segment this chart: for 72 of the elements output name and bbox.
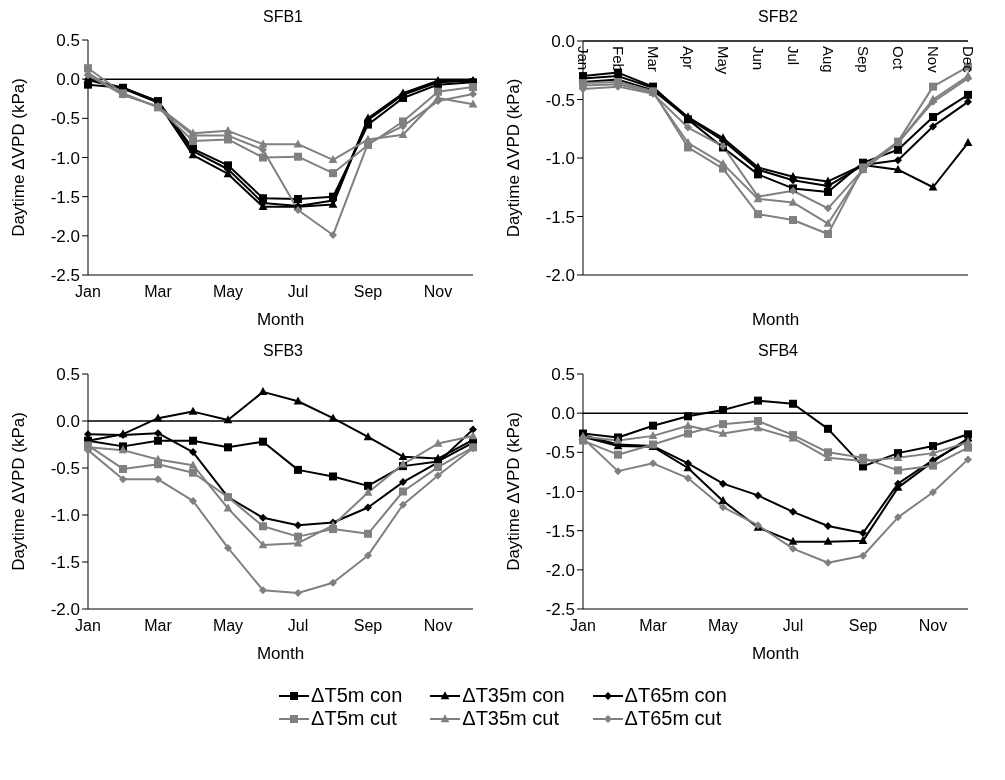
y-tick-label: 0.0 bbox=[56, 70, 80, 90]
y-tick-label: -2.5 bbox=[545, 600, 575, 620]
x-tick-label: Sep bbox=[854, 46, 872, 73]
y-axis-title: Daytime ΔVPD (kPa) bbox=[9, 78, 29, 237]
x-axis-title: Month bbox=[751, 644, 800, 663]
y-tick-label: -1.0 bbox=[50, 148, 80, 168]
x-tick-label: Mar bbox=[144, 617, 173, 634]
x-tick-label: May bbox=[707, 617, 739, 634]
y-tick-label: -0.5 bbox=[50, 109, 80, 129]
x-tick-label: Mar bbox=[639, 617, 668, 634]
y-tick-label: -1.0 bbox=[50, 506, 80, 526]
x-tick-label: Jan bbox=[574, 46, 592, 71]
y-tick-label: -1.0 bbox=[545, 149, 575, 169]
y-tick-label: -1.5 bbox=[545, 521, 575, 541]
x-tick-label: Nov bbox=[423, 617, 453, 634]
x-tick-label: Nov bbox=[918, 617, 948, 634]
y-axis-title: Daytime ΔVPD (kPa) bbox=[9, 412, 29, 571]
x-tick-label: Dec bbox=[959, 46, 977, 74]
x-tick-label: Jan bbox=[570, 617, 596, 634]
y-tick-label: -1.5 bbox=[50, 187, 80, 207]
y-axis-title: Daytime ΔVPD (kPa) bbox=[504, 412, 524, 571]
y-tick-label: -0.5 bbox=[545, 443, 575, 463]
x-tick-label: Jul bbox=[784, 46, 802, 66]
x-tick-label: Jul bbox=[287, 617, 309, 634]
legend-label: ΔT5m con bbox=[311, 684, 403, 707]
y-tick-label: 0.0 bbox=[56, 412, 80, 432]
x-tick-label: May bbox=[212, 617, 244, 634]
x-tick-label: Oct bbox=[889, 46, 907, 71]
x-tick-label: Mar bbox=[144, 283, 173, 300]
x-axis-title: Month bbox=[256, 644, 305, 663]
x-tick-label: Sep bbox=[848, 617, 878, 634]
legend-label: ΔT35m cut bbox=[462, 707, 559, 730]
x-tick-label: Mar bbox=[644, 46, 662, 72]
legend-label: ΔT65m con bbox=[624, 684, 727, 707]
y-tick-label: 0.5 bbox=[551, 365, 575, 385]
x-tick-label: Jun bbox=[749, 46, 767, 71]
x-tick-label: Jan bbox=[75, 617, 101, 634]
x-tick-label: Apr bbox=[679, 46, 697, 70]
chart-title: SFB3 bbox=[262, 342, 304, 361]
y-tick-label: -1.0 bbox=[545, 482, 575, 502]
x-tick-label: Sep bbox=[353, 283, 383, 300]
x-tick-label: May bbox=[212, 283, 244, 300]
chart-title: SFB1 bbox=[262, 8, 304, 27]
y-tick-label: 0.5 bbox=[56, 365, 80, 385]
x-tick-label: Sep bbox=[353, 617, 383, 634]
x-tick-label: May bbox=[714, 46, 732, 75]
y-tick-label: -1.5 bbox=[50, 553, 80, 573]
y-tick-label: 0.5 bbox=[56, 31, 80, 51]
y-tick-label: -2.0 bbox=[545, 266, 575, 286]
x-axis-title: Month bbox=[256, 310, 305, 329]
y-tick-label: -0.5 bbox=[50, 459, 80, 479]
x-axis-title: Month bbox=[751, 310, 800, 329]
y-tick-label: -2.5 bbox=[50, 266, 80, 286]
x-tick-label: Nov bbox=[924, 46, 942, 74]
x-tick-label: Jul bbox=[782, 617, 804, 634]
legend-label: ΔT35m con bbox=[462, 684, 565, 707]
y-tick-label: 0.0 bbox=[551, 32, 575, 52]
legend-label: ΔT5m cut bbox=[311, 707, 397, 730]
y-tick-label: -2.0 bbox=[50, 226, 80, 246]
y-tick-label: -2.0 bbox=[545, 560, 575, 580]
chart-title: SFB4 bbox=[757, 342, 799, 361]
y-axis-title: Daytime ΔVPD (kPa) bbox=[504, 78, 524, 238]
y-tick-label: 0.0 bbox=[551, 404, 575, 424]
x-tick-label: Aug bbox=[819, 46, 837, 73]
y-tick-label: -2.0 bbox=[50, 600, 80, 620]
x-tick-label: Jan bbox=[75, 283, 101, 300]
legend-label: ΔT65m cut bbox=[624, 707, 722, 730]
x-tick-label: Nov bbox=[423, 283, 453, 300]
chart-title: SFB2 bbox=[757, 8, 799, 27]
x-tick-label: Jul bbox=[287, 283, 309, 300]
y-tick-label: -0.5 bbox=[545, 90, 575, 110]
y-tick-label: -1.5 bbox=[545, 207, 575, 227]
